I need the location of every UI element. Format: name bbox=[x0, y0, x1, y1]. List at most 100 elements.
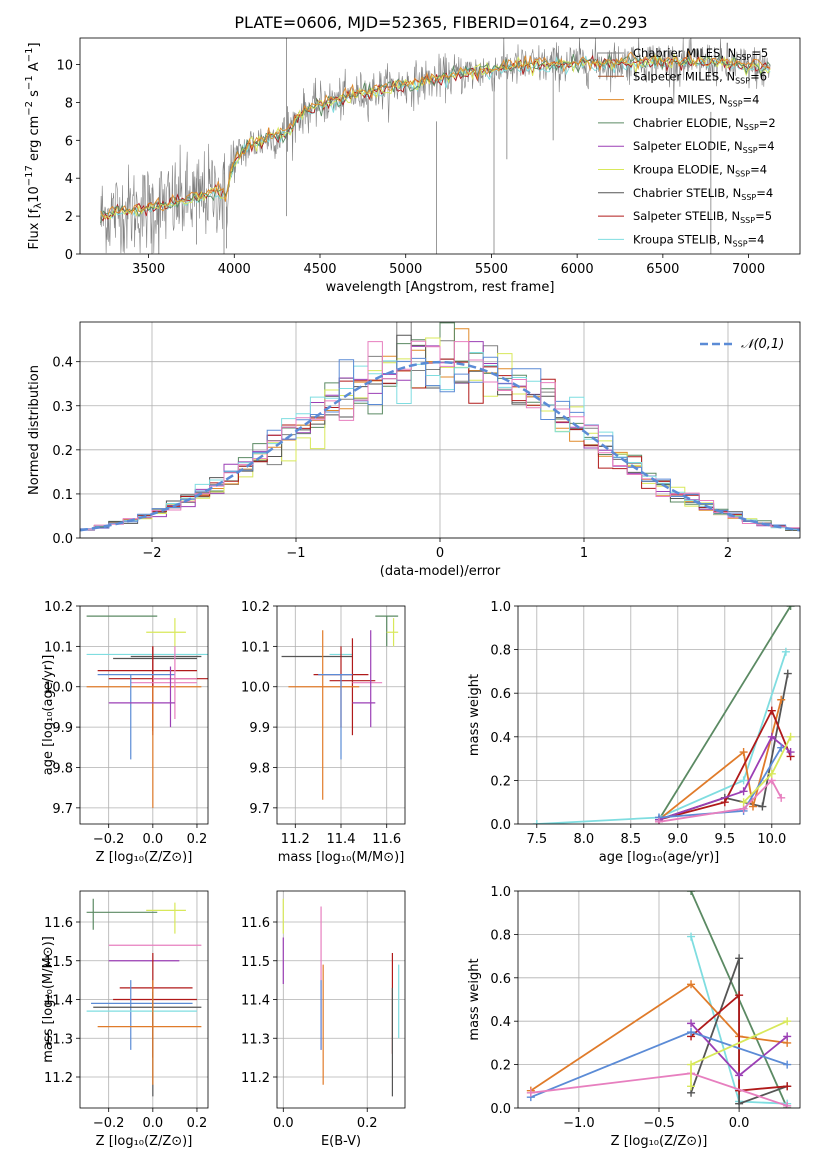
y-tick-label: 10.2 bbox=[44, 600, 73, 615]
legend-entry: Chabrier STELIB, NSSP=4 bbox=[633, 186, 773, 202]
weight-marker bbox=[526, 1088, 535, 1097]
x-tick-label: 8.5 bbox=[620, 832, 641, 847]
y-tick-label: 10.1 bbox=[241, 640, 270, 655]
y-tick-label: 11.6 bbox=[241, 916, 270, 931]
x-tick-label: 4000 bbox=[218, 262, 251, 277]
x-tick-label: 8.0 bbox=[573, 832, 594, 847]
plot-area bbox=[86, 615, 208, 808]
y-tick-label: 9.9 bbox=[249, 721, 270, 736]
weight-marker bbox=[777, 743, 786, 752]
weight-marker bbox=[767, 732, 776, 741]
x-axis-label: mass [log₁₀(M/M⊙)] bbox=[278, 850, 405, 865]
x-axis-label: Z [log₁₀(Z/Z⊙)] bbox=[611, 1134, 708, 1149]
y-axis-label: Normed distribution bbox=[27, 365, 42, 495]
weight-marker bbox=[532, 820, 541, 824]
weight-marker bbox=[739, 776, 748, 785]
panel-mass_vs_Z: −0.2 0.0 0.2 11.2 11.3 11.4 11.5 11.6 Z [log₁₀(Z… bbox=[41, 890, 209, 1149]
y-tick-label: 0.3 bbox=[52, 400, 73, 415]
x-tick-label: −1.0 bbox=[563, 1116, 595, 1131]
figure-title: PLATE=0606, MJD=52365, FIBERID=0164, z=0… bbox=[234, 13, 647, 32]
grid bbox=[518, 890, 800, 1109]
x-tick-label: 9.5 bbox=[714, 832, 735, 847]
weight-marker bbox=[739, 748, 748, 757]
weight-marker bbox=[767, 706, 776, 715]
legend-entry: Salpeter ELODIE, NSSP=4 bbox=[633, 139, 775, 155]
plot-area bbox=[526, 891, 792, 1108]
axes-frame bbox=[517, 890, 801, 1109]
y-tick-label: 0.4 bbox=[52, 356, 73, 371]
plot-area bbox=[86, 898, 202, 1097]
weight-series bbox=[658, 606, 792, 821]
axes-frame bbox=[79, 321, 801, 539]
data-spectrum bbox=[100, 38, 771, 254]
y-tick-label: 0.0 bbox=[490, 818, 511, 833]
x-tick-label: 11.4 bbox=[327, 832, 356, 847]
plot-layer: 3500 4000 4500 5000 5500 6000 6500 70000246810w… bbox=[24, 37, 801, 1149]
x-tick-label: 10.0 bbox=[757, 832, 786, 847]
weight-marker bbox=[687, 1082, 696, 1091]
weight-marker bbox=[687, 980, 696, 989]
x-tick-label: 5500 bbox=[475, 262, 508, 277]
y-tick-label: 0.0 bbox=[490, 1102, 511, 1117]
weight-marker bbox=[687, 1028, 696, 1037]
x-tick-label: 6000 bbox=[561, 262, 594, 277]
y-tick-label: 0.4 bbox=[490, 1015, 511, 1030]
weight-marker bbox=[687, 1019, 696, 1028]
x-tick-label: 0.2 bbox=[187, 1116, 208, 1131]
weight-marker bbox=[786, 748, 795, 757]
y-tick-label: 11.2 bbox=[44, 1071, 73, 1086]
weight-marker bbox=[767, 769, 776, 778]
weight-marker bbox=[739, 798, 748, 807]
weight-marker bbox=[783, 669, 792, 678]
histogram-series bbox=[80, 337, 800, 531]
model-line bbox=[100, 53, 771, 220]
y-axis-label: mass weight bbox=[467, 958, 482, 1040]
normal-curve bbox=[80, 360, 800, 532]
y-tick-label: 0.6 bbox=[490, 687, 511, 702]
weight-marker bbox=[720, 798, 729, 807]
x-tick-label: −0.2 bbox=[93, 832, 125, 847]
plot-area bbox=[281, 615, 399, 800]
axes-frame bbox=[276, 890, 406, 1109]
weight-marker bbox=[735, 991, 744, 1000]
x-tick-label: −2 bbox=[142, 546, 161, 561]
y-tick-label: 8 bbox=[65, 96, 73, 111]
histogram-series bbox=[80, 356, 800, 530]
y-tick-label: 0.2 bbox=[490, 774, 511, 789]
panel-weight_vs_Z: −1.0 −0.5 0.0 0.0 0.2 0.4 0.6 0.8 1.0 Z [log₁₀(Z/… bbox=[467, 885, 801, 1149]
y-tick-label: 9.8 bbox=[52, 761, 73, 776]
y-tick-label: 6 bbox=[65, 134, 73, 149]
weight-marker bbox=[687, 932, 696, 941]
y-tick-label: 0.2 bbox=[52, 444, 73, 459]
plot-area bbox=[282, 898, 400, 1097]
axes-frame bbox=[79, 605, 209, 825]
weight-series bbox=[658, 708, 792, 821]
panel-weight_vs_age: 7.5 8.0 8.5 9.0 9.5 10.0 0.0 0.2 0.4 0.6 0.8 1.0 age… bbox=[467, 600, 801, 865]
weight-marker bbox=[687, 1060, 696, 1069]
legend-entry: Chabrier MILES, NSSP=5 bbox=[633, 46, 768, 62]
y-tick-label: 11.2 bbox=[241, 1071, 270, 1086]
weight-marker bbox=[655, 817, 663, 824]
axes-frame bbox=[79, 37, 801, 255]
weight-marker bbox=[781, 647, 790, 656]
weight-marker bbox=[783, 1101, 792, 1108]
y-tick-label: 11.4 bbox=[44, 994, 73, 1009]
y-tick-label: 0.6 bbox=[490, 972, 511, 987]
legend-entry: Kroupa ELODIE, NSSP=4 bbox=[633, 163, 767, 179]
weight-marker bbox=[735, 954, 744, 963]
legend-entry: Kroupa MILES, NSSP=4 bbox=[633, 93, 759, 109]
y-tick-label: 10.0 bbox=[241, 681, 270, 696]
x-tick-label: 0.0 bbox=[142, 832, 163, 847]
x-tick-label: 0 bbox=[436, 546, 444, 561]
weight-marker bbox=[786, 606, 795, 610]
y-tick-label: 0 bbox=[65, 248, 73, 263]
plot-area bbox=[80, 322, 800, 532]
y-tick-label: 11.5 bbox=[241, 955, 270, 970]
plot-area bbox=[100, 38, 771, 254]
x-axis-label: wavelength [Angstrom, rest frame] bbox=[326, 280, 555, 295]
weight-series bbox=[658, 699, 783, 821]
panel-spectrum: 3500 4000 4500 5000 5500 6000 6500 7000 0 2 4 6 8 10 w… bbox=[24, 37, 801, 295]
weight-marker bbox=[739, 787, 748, 796]
panel-age_vs_mass: 11.2 11.4 11.6 9.7 9.8 9.9 10.0 10.1 10.2 mass [l… bbox=[241, 600, 406, 865]
